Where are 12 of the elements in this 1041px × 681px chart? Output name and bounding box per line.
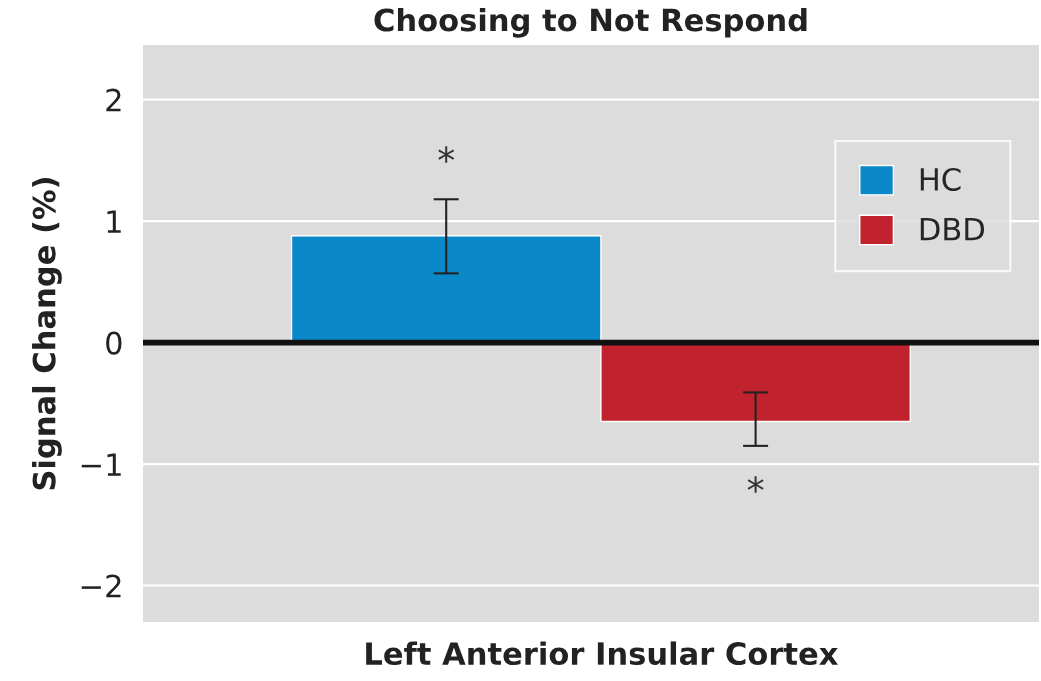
y-tick-label: −1	[81, 453, 121, 476]
annotation: *	[747, 476, 764, 493]
y-tick-label: −2	[81, 574, 121, 598]
annotation: *	[438, 146, 455, 163]
y-tick-label: 1	[107, 210, 121, 233]
y-axis-title: Signal Change (%)	[32, 178, 62, 490]
x-tick-label: Left Anterior Insular Cortex	[366, 641, 838, 666]
chart-title: Choosing to Not Respond	[374, 7, 807, 38]
y-tick-label: 2	[106, 88, 121, 112]
legend-label: HC	[920, 167, 961, 191]
legend-label: DBD	[920, 218, 985, 241]
y-tick-label: 0	[106, 331, 122, 355]
